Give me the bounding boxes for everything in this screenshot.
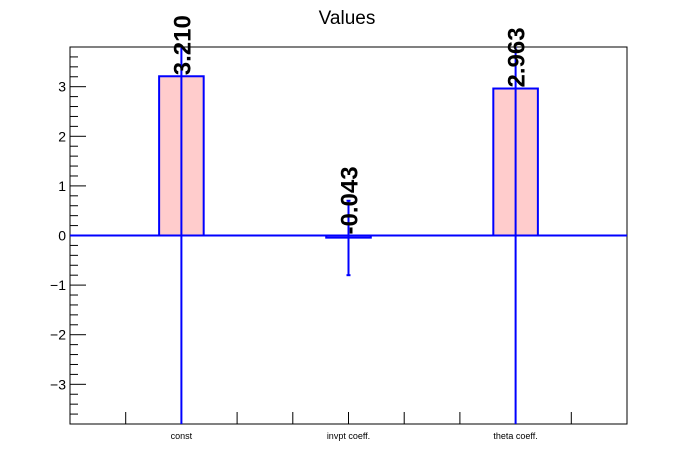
y-tick-label: 0: [58, 228, 66, 244]
x-tick-label: const: [171, 431, 193, 441]
x-tick-label: invpt coeff.: [327, 431, 370, 441]
y-tick-label: −2: [50, 327, 66, 343]
chart-title: Values: [319, 8, 376, 29]
y-tick-label: 2: [58, 128, 66, 144]
y-tick-label: −3: [50, 376, 66, 392]
y-tick-label: −1: [50, 277, 66, 293]
y-tick-label: 3: [58, 79, 66, 95]
data-label: -0.043: [337, 166, 364, 234]
data-label: 3.210: [169, 15, 196, 75]
data-label: 2.963: [504, 27, 531, 87]
y-tick-label: 1: [58, 178, 66, 194]
x-tick-label: theta coeff.: [493, 431, 537, 441]
